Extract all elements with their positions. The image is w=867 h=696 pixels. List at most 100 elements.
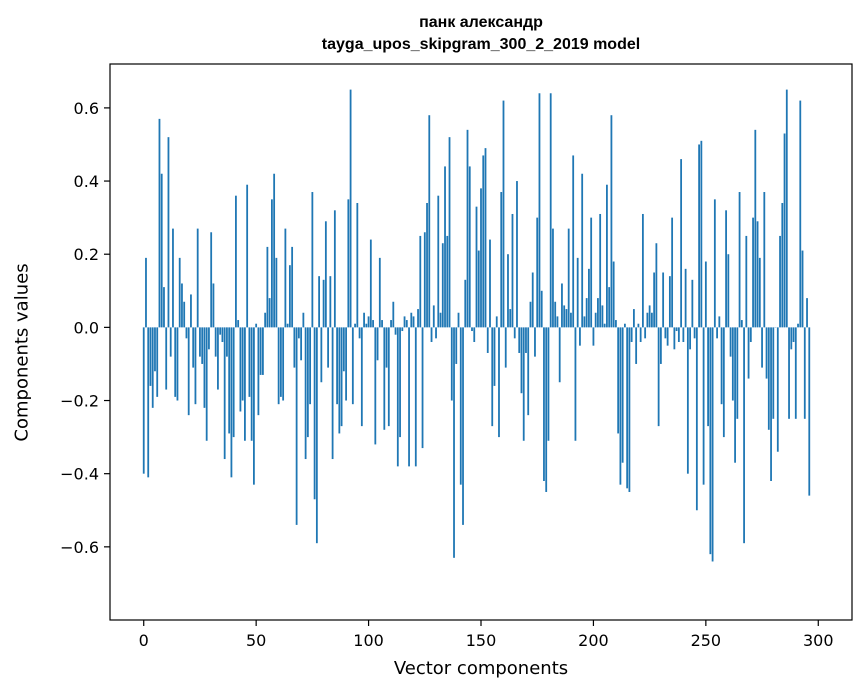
bar-260	[727, 254, 730, 328]
bar-86	[336, 327, 338, 405]
bar-29	[208, 327, 210, 350]
bar-287	[788, 327, 790, 419]
bar-137	[450, 327, 453, 401]
y-tick-label: 0.6	[74, 99, 99, 118]
bar-106	[381, 320, 383, 328]
bar-2	[147, 327, 150, 478]
bar-96	[358, 327, 361, 339]
x-tick-label: 100	[353, 631, 384, 650]
bar-95	[356, 203, 359, 328]
bar-182	[552, 228, 554, 328]
bar-288	[790, 327, 793, 350]
bar-90	[345, 327, 347, 401]
bar-232	[664, 327, 667, 339]
bar-76	[313, 327, 316, 500]
bar-62	[282, 327, 285, 401]
bar-280	[772, 327, 775, 419]
x-axis-ticks: 0 50 100 150 200 250 300	[139, 620, 834, 650]
bar-207	[608, 287, 611, 328]
bar-290	[794, 327, 797, 419]
bar-282	[776, 327, 779, 452]
bar-166	[516, 181, 518, 328]
bar-243	[689, 327, 692, 350]
bar-275	[761, 327, 763, 368]
bar-89	[342, 327, 345, 372]
bar-154	[489, 239, 491, 328]
bar-270	[749, 327, 752, 342]
bar-59	[275, 257, 278, 328]
bar-292	[799, 100, 802, 328]
bar-274	[758, 257, 761, 328]
bar-66	[291, 246, 294, 328]
bar-126	[426, 203, 428, 328]
bar-167	[518, 327, 521, 353]
bar-115	[401, 327, 404, 332]
bar-26	[201, 327, 204, 364]
bar-269	[747, 327, 750, 379]
bar-93	[351, 327, 354, 405]
bar-203	[599, 213, 602, 328]
y-tick-label: −0.6	[60, 538, 99, 557]
bar-205	[603, 323, 606, 328]
bar-276	[763, 192, 766, 328]
bar-143	[464, 279, 467, 328]
bar-114	[399, 327, 401, 438]
y-tick-label: −0.2	[60, 392, 99, 411]
bar-123	[419, 235, 422, 328]
bar-189	[567, 228, 570, 328]
bar-293	[801, 250, 804, 328]
bar-227	[653, 272, 656, 328]
bar-12	[169, 327, 172, 357]
bar-13	[172, 228, 174, 328]
bar-161	[504, 327, 507, 368]
bar-240	[682, 327, 685, 342]
bar-140	[457, 312, 460, 328]
bar-201	[594, 312, 597, 328]
bar-169	[522, 327, 525, 441]
bar-112	[394, 327, 397, 335]
bar-43	[239, 327, 242, 412]
bar-237	[675, 327, 678, 332]
bar-181	[549, 93, 552, 328]
bar-224	[646, 312, 649, 328]
bar-172	[529, 301, 532, 328]
bar-130	[435, 327, 437, 339]
bar-80	[322, 279, 325, 328]
bar-146	[471, 327, 473, 332]
bar-61	[279, 327, 282, 397]
bar-221	[639, 327, 642, 342]
bar-15	[176, 327, 179, 401]
bar-67	[293, 327, 296, 368]
bar-252	[709, 327, 712, 555]
bar-231	[662, 272, 665, 328]
bar-173	[531, 272, 534, 328]
bar-234	[668, 276, 671, 328]
bar-144	[466, 129, 469, 328]
bar-109	[387, 327, 390, 427]
bar-186	[561, 283, 563, 328]
bar-58	[273, 173, 276, 328]
bar-48	[250, 327, 253, 441]
bar-179	[545, 327, 548, 492]
bar-296	[808, 327, 811, 496]
bar-135	[446, 235, 449, 328]
bar-105	[378, 257, 381, 328]
bar-202	[597, 298, 599, 328]
bar-197	[585, 298, 588, 328]
bar-1	[145, 257, 147, 328]
bar-65	[288, 265, 291, 328]
bar-268	[745, 235, 748, 328]
bar-250	[704, 261, 707, 328]
bar-223	[644, 327, 647, 339]
bar-152	[484, 148, 487, 328]
bar-25	[199, 327, 201, 357]
bar-267	[743, 327, 745, 544]
bar-175	[536, 217, 539, 328]
bar-16	[178, 257, 181, 328]
bar-188	[565, 309, 568, 328]
bar-198	[588, 268, 590, 328]
bar-121	[414, 327, 417, 467]
x-tick-label: 300	[803, 631, 834, 650]
bar-133	[441, 243, 444, 328]
bar-153	[486, 327, 489, 353]
